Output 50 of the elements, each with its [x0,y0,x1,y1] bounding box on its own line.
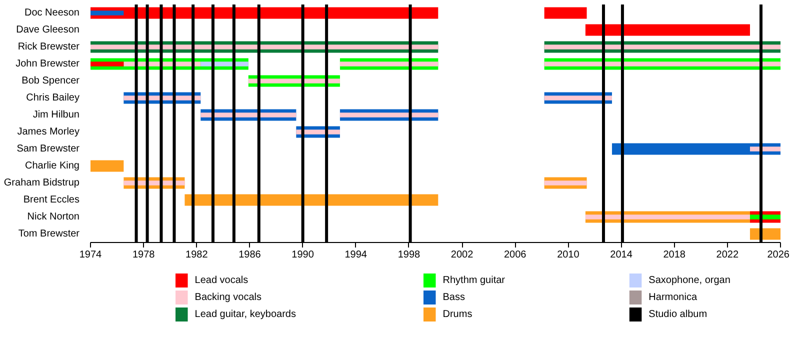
y-tick-label: Graham Bidstrup [4,178,80,188]
legend-label: Lead vocals [194,275,248,286]
x-tick-label: 1994 [344,250,368,260]
bar [544,96,612,100]
y-tick-label: Doc Neeson [24,8,80,18]
x-tick-label: 2006 [504,250,527,260]
legend-label: Backing vocals [194,292,262,303]
bar [544,44,780,50]
legend-label: Harmonica [648,292,698,303]
bar [585,214,750,220]
y-tick-label: Charlie King [25,160,80,172]
x-tick-label: 1986 [238,250,262,260]
bar [585,24,750,36]
bar [340,112,438,118]
bar [750,228,780,240]
x-tick-label: 1982 [186,250,208,260]
legend-label: Bass [442,292,465,303]
y-tick-label: Chris Bailey [26,92,80,104]
x-tick-label: 2022 [716,250,739,260]
bar [544,62,780,66]
y-tick-label: John Brewster [16,58,80,70]
y-tick-label: Rick Brewster [18,42,80,52]
bar [200,112,296,118]
x-tick-label: 2018 [663,250,686,260]
bar [90,160,124,172]
y-tick-label: Brent Eccles [23,194,80,206]
y-tick-label: Tom Brewster [18,228,80,240]
x-tick-label: 1990 [292,250,314,260]
x-tick-label: 2002 [450,250,474,260]
legend-label: Rhythm guitar [442,275,506,286]
y-tick-label: Jim Hilbun [32,110,80,120]
legend-label: Lead guitar, keyboards [194,309,296,320]
x-tick-label: 2010 [557,250,580,260]
bar [750,146,780,152]
y-tick-label: Bob Spencer [22,76,80,86]
legend-label: Studio album [648,309,708,320]
x-tick-label: 1974 [79,250,102,260]
legend-label: Saxophone, organ [648,275,730,286]
y-tick-label: Dave Gleeson [16,24,80,36]
y-tick-label: James Morley [17,126,80,138]
y-tick-label: Nick Norton [27,212,80,222]
x-tick-label: 2026 [767,250,790,260]
bar [340,62,438,66]
bar [544,180,587,186]
x-tick-label: 2014 [610,250,633,260]
bar [544,7,587,19]
y-tick-label: Sam Brewster [16,144,80,154]
x-tick-label: 1978 [132,250,156,260]
x-tick-label: 1998 [398,250,421,260]
legend-label: Drums [442,309,472,320]
